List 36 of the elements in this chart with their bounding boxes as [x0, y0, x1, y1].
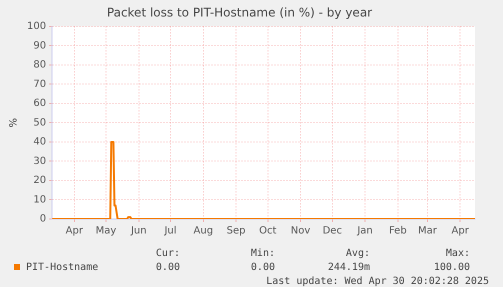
x-tick-label: Aug — [194, 226, 214, 237]
x-tick-label: Jan — [356, 226, 373, 237]
text: 0.00 — [250, 262, 275, 273]
x-tick-label: Nov — [290, 226, 310, 237]
x-tick-label: Feb — [388, 226, 407, 237]
y-tick-label: 30 — [33, 156, 46, 167]
x-tick-label: Apr — [452, 226, 470, 237]
y-tick-label: 90 — [33, 40, 46, 52]
chart-title: Packet loss to PIT-Hostname (in %) - by year — [106, 5, 372, 20]
y-tick-label: 0 — [40, 214, 46, 225]
x-tick-label: Sep — [226, 226, 246, 237]
text: Last update: Wed Apr 30 20:02:28 2025 — [266, 276, 489, 287]
text: 100.00 — [434, 262, 470, 273]
text: Cur: — [156, 248, 180, 259]
text: Avg: — [346, 248, 370, 259]
y-tick-label: 50 — [33, 117, 46, 128]
legend-label: PIT-Hostname — [25, 262, 98, 273]
y-tick-label: 60 — [33, 98, 46, 110]
x-tick-label: Jul — [163, 226, 177, 237]
text: Min: — [250, 248, 275, 259]
x-tick-label: Dec — [322, 226, 342, 237]
y-tick-label: 70 — [33, 78, 46, 90]
y-tick-label: 20 — [33, 175, 46, 186]
y-tick-label: 80 — [33, 60, 46, 71]
y-tick-label: 40 — [33, 136, 46, 148]
text: 244.19m — [328, 262, 370, 273]
text: Max: — [446, 248, 470, 259]
x-tick-label: May — [96, 226, 116, 237]
x-tick-label: Jun — [130, 226, 147, 237]
x-tick-label: Apr — [66, 226, 84, 237]
text: 0.00 — [156, 262, 180, 273]
x-tick-label: Mar — [418, 226, 438, 237]
y-tick-label: 100 — [26, 20, 46, 32]
x-tick-label: Oct — [259, 226, 276, 237]
y-tick-label: 10 — [33, 194, 46, 206]
y-axis-title: % — [8, 118, 20, 128]
